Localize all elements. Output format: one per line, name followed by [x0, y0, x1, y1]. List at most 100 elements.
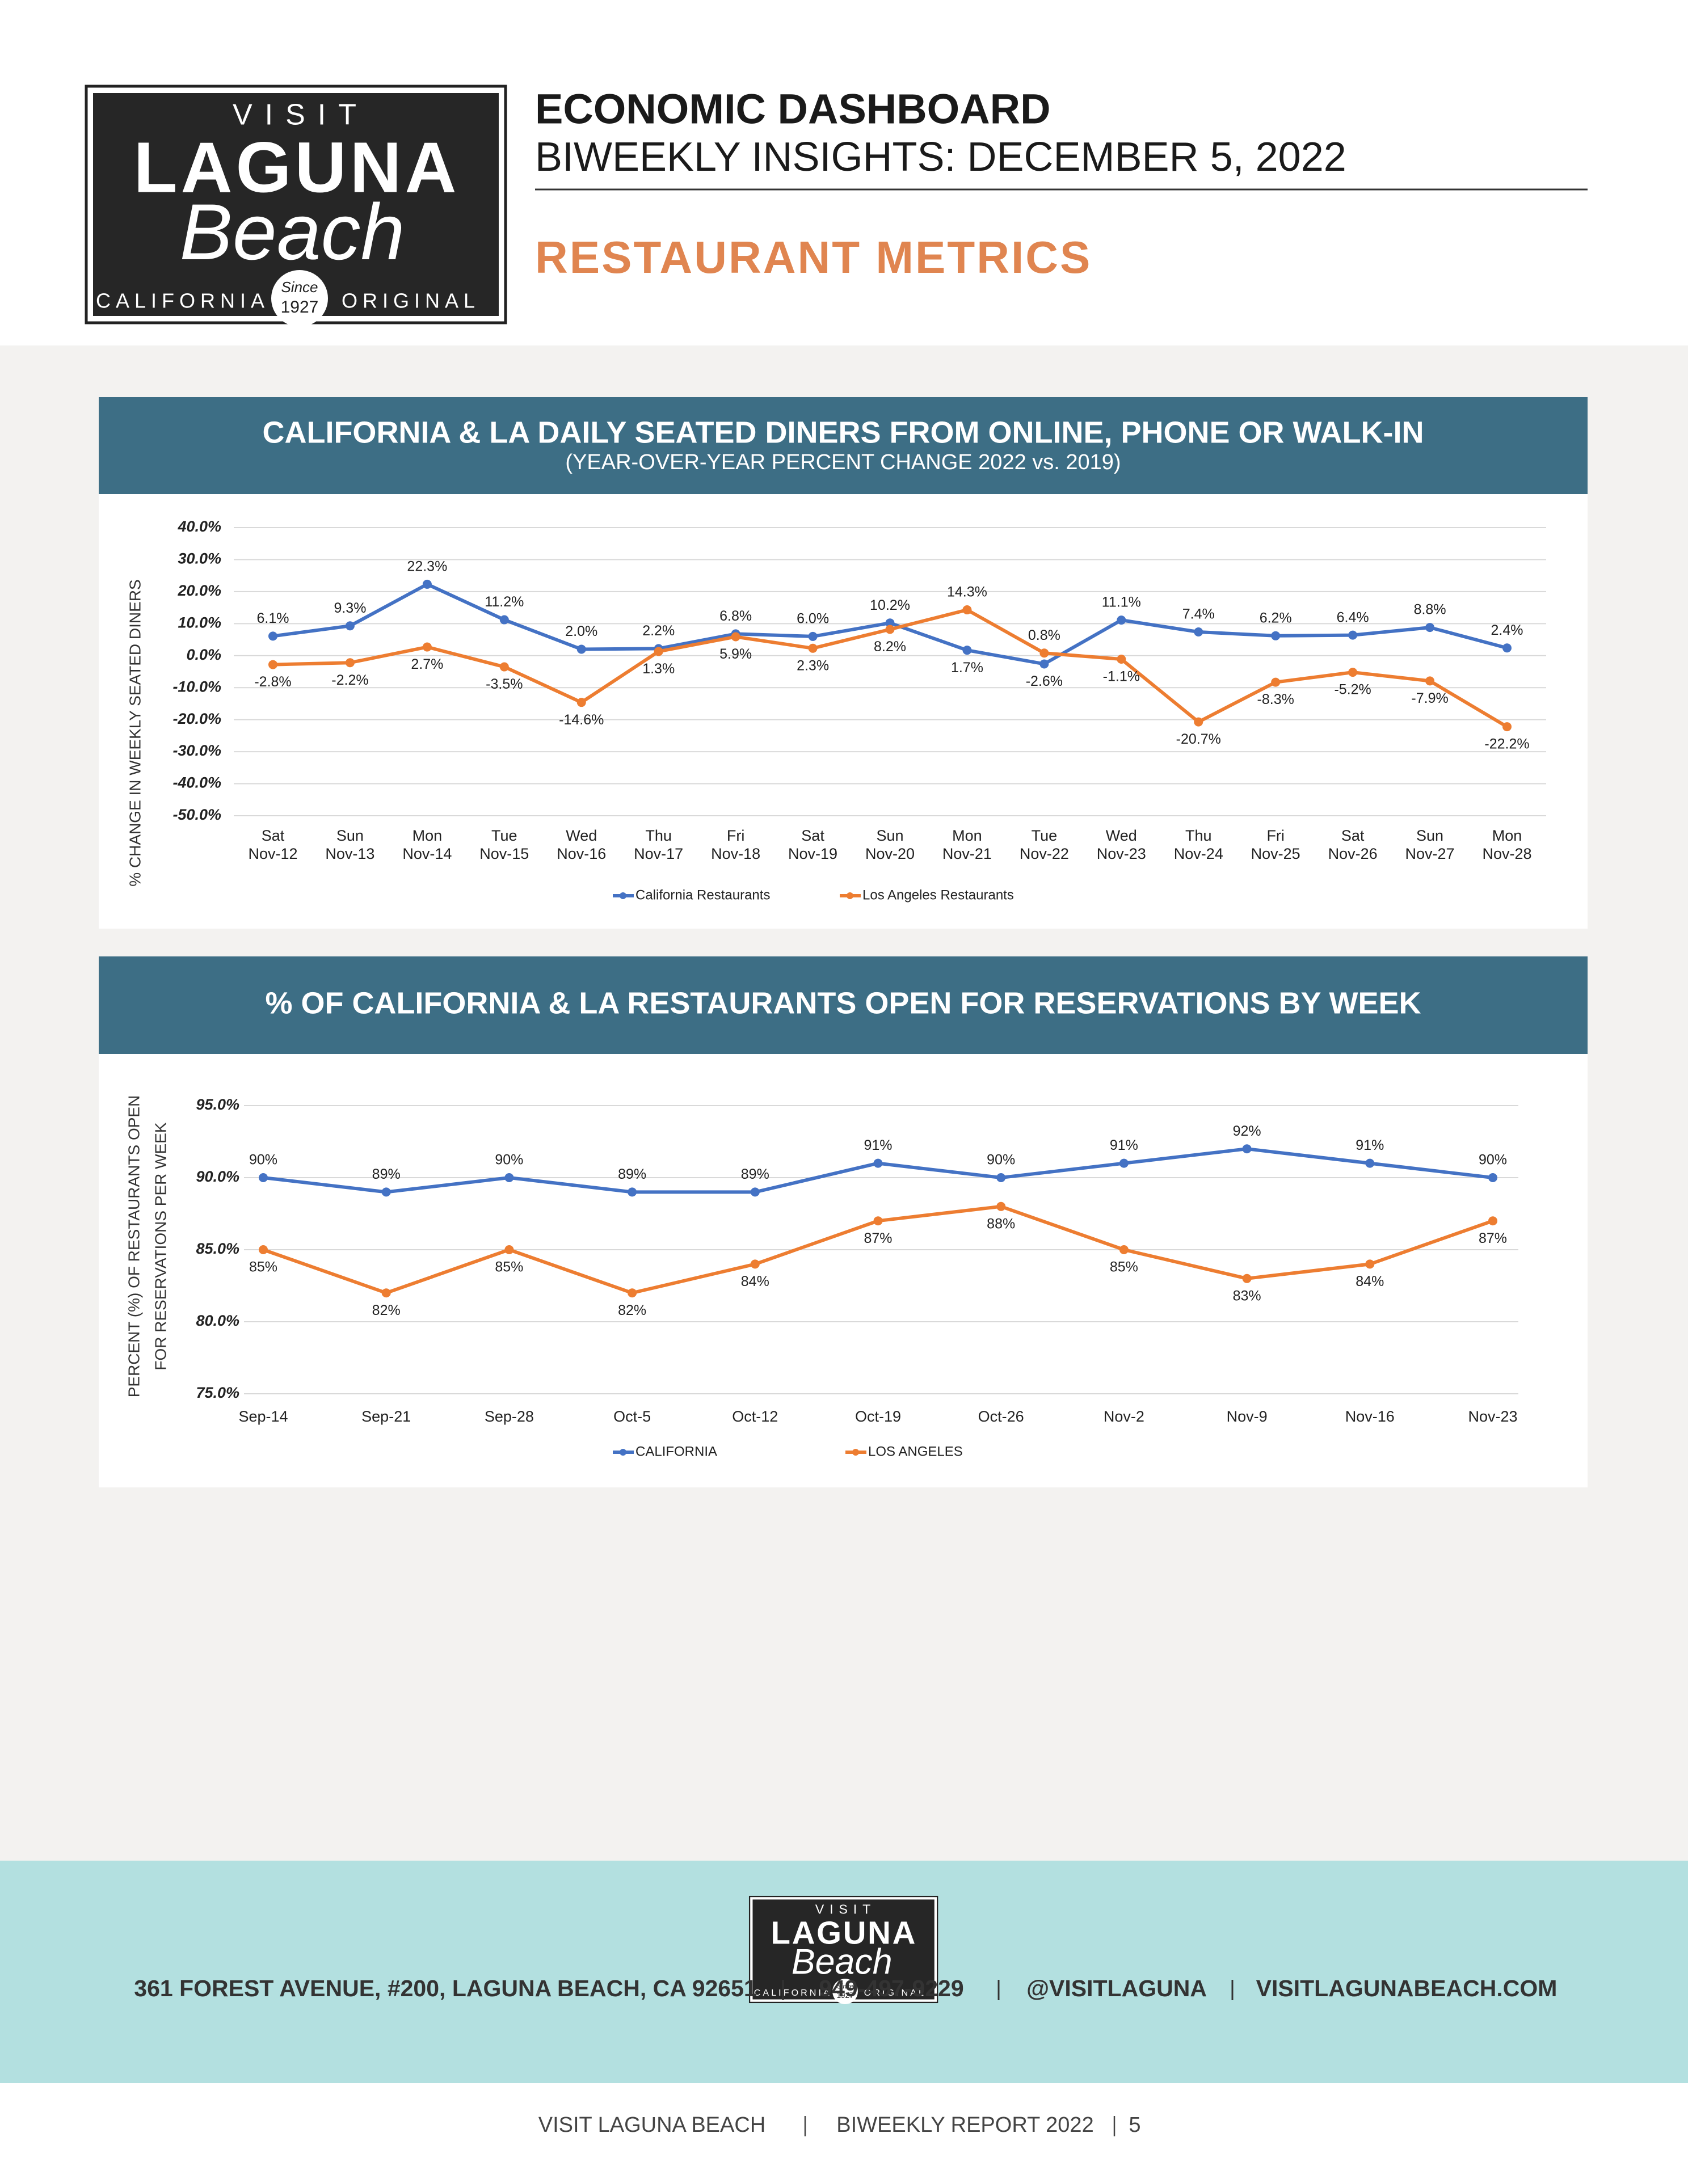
- data-point: [1271, 631, 1281, 640]
- data-point: [808, 631, 818, 641]
- x-tick-label: Sep-21: [361, 1408, 411, 1425]
- x-tick-label: Fri Nov-25: [1251, 827, 1300, 862]
- data-point: [885, 618, 895, 628]
- logo: VISIT LAGUNA Beach CALIFORNIA ORIGINAL S…: [85, 85, 507, 327]
- data-label: -22.2%: [1484, 736, 1529, 752]
- data-point: [1488, 1173, 1497, 1182]
- data-label: 90%: [1479, 1152, 1507, 1168]
- chart-title: CALIFORNIA & LA DAILY SEATED DINERS FROM…: [262, 415, 1424, 449]
- legend-label: California Restaurants: [635, 887, 770, 903]
- data-point: [962, 646, 972, 655]
- x-tick-label: Nov-9: [1227, 1408, 1268, 1425]
- data-label: 2.2%: [642, 623, 675, 639]
- data-label: 2.3%: [797, 657, 829, 673]
- data-label: 84%: [741, 1274, 769, 1289]
- x-tick-label: Oct-12: [732, 1408, 778, 1425]
- logo-laguna: LAGUNA: [771, 1915, 917, 1951]
- x-tick-label: Sat Nov-19: [788, 827, 837, 862]
- data-point: [1425, 676, 1435, 686]
- logo-badge: [832, 1979, 858, 2005]
- chart-header: [99, 956, 1588, 1054]
- data-label: 6.1%: [257, 610, 289, 626]
- x-tick-label: Mon Nov-21: [942, 827, 992, 862]
- data-label: -1.1%: [1103, 669, 1140, 685]
- x-tick-label: Oct-5: [613, 1408, 651, 1425]
- data-label: 88%: [987, 1216, 1015, 1232]
- data-point: [873, 1158, 883, 1168]
- data-point: [422, 642, 432, 652]
- data-label: 7.4%: [1182, 606, 1215, 622]
- chart-header: [99, 397, 1588, 494]
- y-tick-label: 40.0%: [177, 518, 221, 535]
- data-point: [381, 1187, 391, 1197]
- x-tick-label: Nov-2: [1104, 1408, 1144, 1425]
- data-point: [1488, 1216, 1497, 1226]
- x-tick-label: Sep-28: [485, 1408, 534, 1425]
- data-point: [731, 632, 740, 642]
- legend-label: Los Angeles Restaurants: [862, 887, 1014, 903]
- data-label: 90%: [495, 1152, 523, 1168]
- data-label: 89%: [741, 1166, 769, 1182]
- data-label: 87%: [864, 1230, 892, 1246]
- section-title: RESTAURANT METRICS: [535, 232, 1092, 283]
- data-point: [750, 1259, 760, 1269]
- data-label: 90%: [987, 1152, 1015, 1168]
- logo-california: CALIFORNIA: [96, 289, 270, 313]
- data-label: 11.2%: [485, 594, 524, 610]
- data-point: [628, 1288, 637, 1298]
- data-label: 1.7%: [951, 660, 983, 676]
- logo-visit: VISIT: [815, 1901, 877, 1916]
- data-point: [654, 647, 663, 656]
- data-label: -2.2%: [331, 672, 368, 688]
- x-tick-label: Sat Nov-26: [1328, 827, 1378, 862]
- x-tick-label: Sun Nov-20: [865, 827, 915, 862]
- data-point: [381, 1288, 391, 1298]
- data-label: 2.0%: [565, 623, 597, 639]
- y-tick-label: 80.0%: [196, 1312, 239, 1329]
- footer-address: 361 FOREST AVENUE, #200, LAGUNA BEACH, C…: [134, 1975, 756, 2001]
- data-point: [1365, 1158, 1375, 1168]
- chart-subtitle: (YEAR-OVER-YEAR PERCENT CHANGE 2022 vs. …: [565, 450, 1121, 474]
- data-point: [499, 615, 509, 625]
- data-point: [504, 1173, 514, 1182]
- data-point: [1194, 627, 1203, 637]
- data-label: 92%: [1233, 1123, 1261, 1139]
- y-tick-label: 90.0%: [196, 1168, 239, 1185]
- page-title: ECONOMIC DASHBOARD: [535, 86, 1051, 133]
- y-axis-label: FOR RESERVATIONS PER WEEK: [151, 1122, 169, 1371]
- legend-swatch-marker: [620, 1449, 626, 1456]
- data-label: 8.8%: [1414, 602, 1446, 618]
- data-point: [576, 644, 586, 654]
- data-label: -2.6%: [1026, 673, 1063, 689]
- data-label: -3.5%: [486, 676, 523, 692]
- x-tick-label: Wed Nov-23: [1097, 827, 1146, 862]
- page-number: 5: [1129, 2113, 1140, 2137]
- data-point: [628, 1187, 637, 1197]
- y-tick-label: 75.0%: [196, 1384, 239, 1401]
- data-point: [1502, 722, 1512, 732]
- data-label: 85%: [495, 1259, 523, 1275]
- legend-swatch-marker: [620, 892, 626, 899]
- legend-swatch-marker: [852, 1449, 859, 1456]
- y-tick-label: -10.0%: [172, 678, 221, 695]
- x-tick-label: Thu Nov-17: [634, 827, 683, 862]
- data-label: -5.2%: [1334, 682, 1371, 698]
- data-label: 0.8%: [1028, 627, 1060, 643]
- logo-original: ORIGINAL: [342, 289, 480, 313]
- data-label: 6.4%: [1337, 609, 1369, 625]
- data-point: [1502, 643, 1512, 653]
- data-point: [259, 1173, 268, 1182]
- footer-website: VISITLAGUNABEACH.COM: [1256, 1975, 1557, 2001]
- data-point: [1365, 1259, 1375, 1269]
- y-tick-label: 20.0%: [177, 582, 221, 599]
- data-point: [576, 698, 586, 707]
- legend-label: CALIFORNIA: [635, 1444, 717, 1459]
- page-subtitle: BIWEEKLY INSIGHTS: DECEMBER 5, 2022: [535, 134, 1346, 180]
- data-label: 84%: [1356, 1274, 1384, 1289]
- page-line-report: BIWEEKLY REPORT 2022: [836, 2113, 1093, 2137]
- data-point: [808, 643, 818, 653]
- data-label: 10.2%: [870, 597, 910, 613]
- data-point: [1425, 623, 1435, 633]
